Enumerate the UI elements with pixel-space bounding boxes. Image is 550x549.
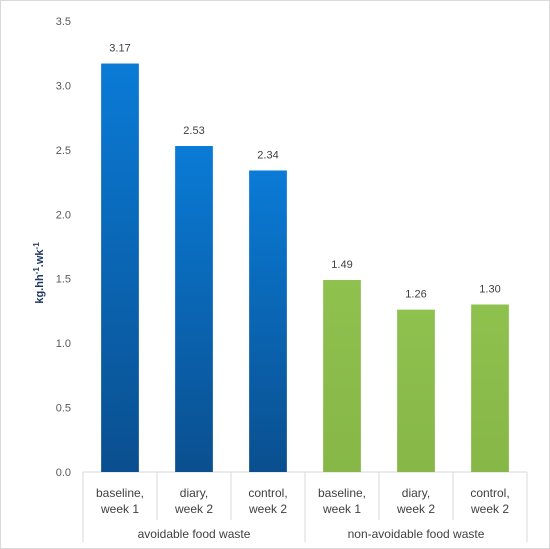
x-tick-label: baseline,	[96, 486, 144, 500]
bar	[397, 309, 435, 472]
y-tick-label: 3.5	[56, 16, 71, 28]
y-tick-label: 0.0	[56, 467, 71, 479]
x-tick-label: week 2	[174, 502, 213, 516]
x-tick-label: diary,	[402, 486, 430, 500]
data-label: 2.53	[183, 125, 204, 137]
group-label: non-avoidable food waste	[348, 527, 485, 541]
x-tick-label: diary,	[180, 486, 208, 500]
group-label: avoidable food waste	[138, 527, 251, 541]
y-tick-label: 3.0	[56, 80, 71, 92]
bar	[175, 145, 213, 472]
x-tick-label: baseline,	[318, 486, 366, 500]
x-tick-label: control,	[470, 486, 509, 500]
bar	[323, 280, 361, 472]
y-tick-label: 0.5	[56, 403, 71, 415]
y-tick-label: 2.0	[56, 209, 71, 221]
y-tick-label: 2.5	[56, 145, 71, 157]
bar	[101, 63, 139, 472]
x-tick-label: week 1	[100, 502, 139, 516]
bar	[471, 304, 509, 472]
data-label: 1.30	[479, 283, 500, 295]
x-tick-label: week 2	[396, 502, 435, 516]
data-label: 3.17	[109, 43, 130, 55]
x-tick-label: week 2	[248, 502, 287, 516]
data-label: 1.49	[331, 259, 352, 271]
data-label: 1.26	[405, 289, 426, 301]
x-tick-label: week 2	[470, 502, 509, 516]
data-label: 2.34	[257, 149, 278, 161]
x-tick-label: week 1	[322, 502, 361, 516]
bar	[249, 170, 287, 472]
y-tick-label: 1.5	[56, 274, 71, 286]
x-tick-label: control,	[248, 486, 287, 500]
y-tick-label: 1.0	[56, 338, 71, 350]
y-axis-label: kg.hh-1.wk-1	[32, 242, 46, 304]
